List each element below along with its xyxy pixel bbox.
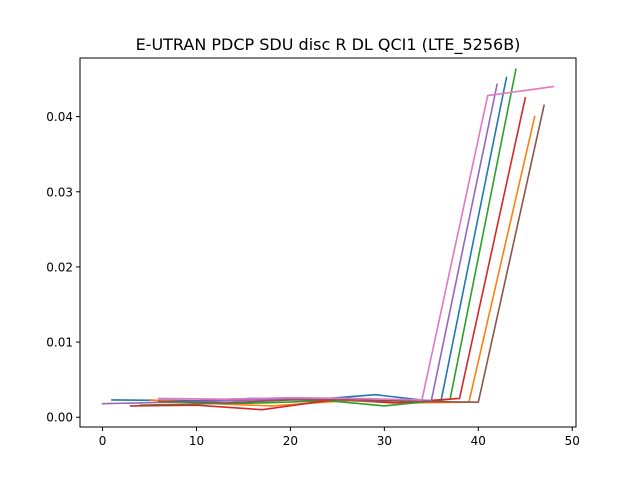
series-line-7 [158,85,555,401]
y-tick-label: 0.01 [46,336,73,350]
x-tick-label: 20 [283,434,298,448]
y-tick-label: 0.04 [46,110,73,124]
x-tick-label: 30 [377,434,392,448]
chart-title: E-UTRAN PDCP SDU disc R DL QCI1 (LTE_525… [136,35,521,55]
series-line-6 [158,104,546,404]
y-tick-label: 0.03 [46,185,73,199]
x-tick-label: 0 [99,434,107,448]
y-tick-label: 0.02 [46,260,73,274]
x-tick-label: 50 [565,434,580,448]
x-tick-label: 40 [471,434,486,448]
axes-layer: 0 10 20 30 40 50 0.00 0.01 0.02 0.03 0.04 [46,57,580,448]
series-layer [101,68,555,411]
y-tick-label: 0.00 [46,411,73,425]
plot-frame [79,57,577,428]
x-tick-label: 10 [189,434,204,448]
